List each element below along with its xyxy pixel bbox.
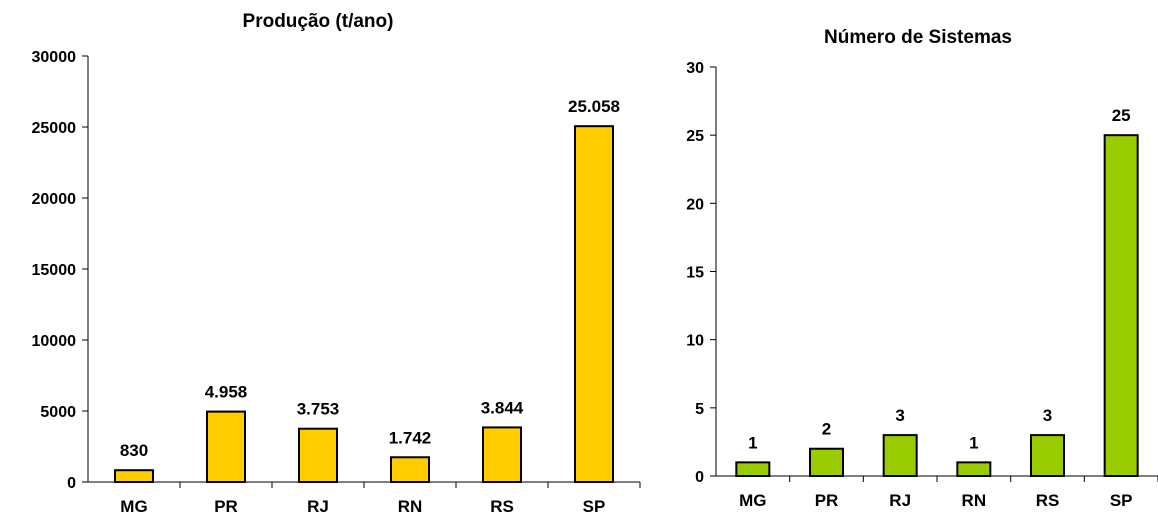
data-label-rj: 3.753 [297, 400, 340, 419]
y-tick-label: 10000 [32, 333, 77, 350]
y-tick-label: 0 [67, 475, 76, 492]
y-tick-label: 25 [686, 128, 704, 145]
data-label-rs: 3.844 [481, 398, 524, 417]
bar-pr [206, 410, 246, 484]
data-label-sp: 25.058 [568, 97, 620, 116]
y-tick-label: 30 [686, 60, 704, 77]
bar-rj [298, 427, 338, 483]
y-tick-label: 20000 [32, 191, 77, 208]
bar-rs [482, 426, 522, 483]
y-tick-label: 25000 [32, 120, 77, 137]
category-label-rj: RJ [307, 497, 329, 516]
category-label-mg: MG [739, 491, 766, 510]
bar-pr [809, 447, 844, 478]
category-label-rj: RJ [889, 491, 911, 510]
y-tick-label: 5000 [40, 404, 76, 421]
category-label-sp: SP [1110, 491, 1133, 510]
category-label-rn: RN [962, 491, 987, 510]
bar-rn [390, 456, 430, 484]
data-label-pr: 4.958 [205, 383, 248, 402]
category-label-rs: RS [1036, 491, 1060, 510]
category-label-mg: MG [120, 497, 147, 516]
data-label-rn: 1.742 [389, 428, 432, 447]
data-label-mg: 1 [748, 433, 757, 452]
y-tick-label: 0 [695, 469, 704, 486]
y-tick-label: 10 [686, 333, 704, 350]
category-label-sp: SP [583, 497, 606, 516]
data-label-rj: 3 [895, 406, 904, 425]
y-tick-label: 20 [686, 196, 704, 213]
bar-sp [1103, 134, 1139, 478]
chart-title: Produção (t/ano) [243, 11, 394, 32]
bar-mg [735, 461, 771, 478]
data-label-rs: 3 [1043, 406, 1052, 425]
category-label-rn: RN [398, 497, 423, 516]
bar-sp [574, 125, 614, 484]
systems-count-chart: Número de Sistemas 0 5 10 15 20 25 30 1 MG 2 PR 3 RJ 1… [686, 27, 1158, 510]
category-label-pr: PR [214, 497, 238, 516]
bar-rj [882, 434, 918, 478]
y-tick-label: 30000 [32, 49, 77, 66]
y-tick-label: 15 [686, 265, 704, 282]
category-label-rs: RS [490, 497, 514, 516]
bar-mg [114, 469, 154, 483]
production-chart: Produção (t/ano) 0 5000 10000 15000 20000 2500… [32, 11, 641, 516]
bar-rs [1030, 434, 1065, 478]
data-label-pr: 2 [822, 420, 831, 439]
data-label-rn: 1 [969, 433, 978, 452]
data-label-mg: 830 [120, 441, 148, 460]
chart-title: Número de Sistemas [824, 27, 1012, 48]
data-label-sp: 25 [1112, 106, 1131, 125]
y-tick-label: 15000 [32, 262, 77, 279]
y-tick-label: 5 [695, 401, 704, 418]
bar-rn [956, 461, 992, 478]
category-label-pr: PR [815, 491, 839, 510]
